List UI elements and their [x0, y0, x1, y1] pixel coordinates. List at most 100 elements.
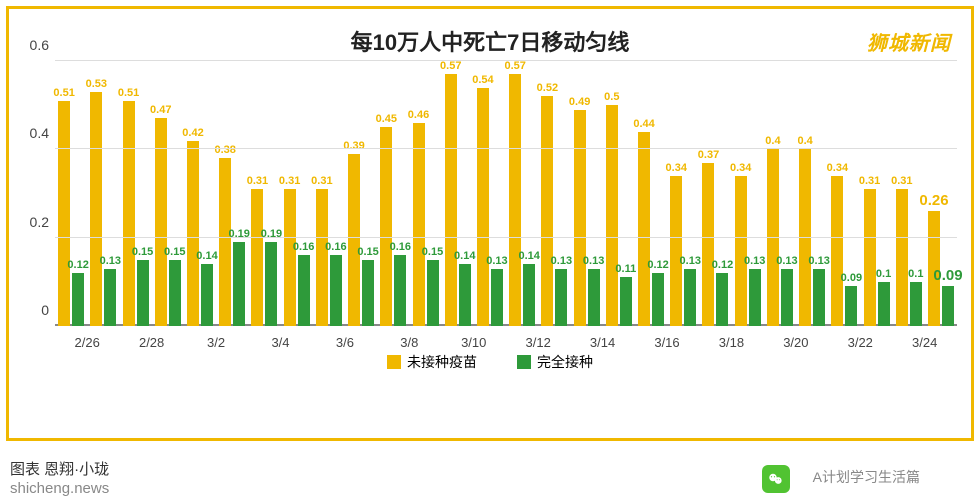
- bar-value-label: 0.51: [118, 87, 139, 99]
- bar-value-label: 0.16: [325, 241, 346, 253]
- x-tick-label: 3/14: [570, 335, 634, 350]
- bar-group: 0.340.09: [828, 61, 860, 326]
- x-tick-label: 3/16: [635, 335, 699, 350]
- bar-unvaccinated: 0.31: [316, 189, 328, 326]
- bar-value-label: 0.19: [261, 228, 282, 240]
- x-axis-labels: 2/262/283/23/43/63/83/103/123/143/163/18…: [55, 335, 957, 350]
- bar-vaccinated: 0.16: [298, 255, 310, 326]
- x-tick-label: 2/26: [55, 335, 119, 350]
- bar-unvaccinated: 0.47: [155, 118, 167, 326]
- bar-value-label: 0.31: [311, 175, 332, 187]
- legend-swatch-unvaccinated: [387, 355, 401, 369]
- bar-group: 0.390.15: [345, 61, 377, 326]
- watermark-top: 狮城新闻: [867, 27, 951, 56]
- bar-value-label: 0.44: [633, 118, 654, 130]
- bar-vaccinated: 0.14: [523, 264, 535, 326]
- bar-value-label: 0.12: [67, 259, 88, 271]
- bar-unvaccinated: 0.52: [541, 96, 553, 326]
- bar-unvaccinated: 0.39: [348, 154, 360, 326]
- bar-group: 0.40.13: [796, 61, 828, 326]
- bar-unvaccinated: 0.31: [251, 189, 263, 326]
- bar-vaccinated: 0.11: [620, 277, 632, 326]
- bar-unvaccinated: 0.4: [799, 149, 811, 326]
- bar-value-label: 0.13: [551, 255, 572, 267]
- x-tick-label: 3/12: [506, 335, 570, 350]
- watermark-right: A计划学习生活篇: [813, 467, 920, 487]
- bar-vaccinated: 0.13: [684, 269, 696, 326]
- bar-vaccinated: 0.12: [652, 273, 664, 326]
- bar-group: 0.510.15: [119, 61, 151, 326]
- grid-line: [55, 60, 957, 61]
- bar-value-label: 0.11: [615, 263, 636, 275]
- bar-group: 0.540.13: [474, 61, 506, 326]
- bar-value-label: 0.5: [604, 91, 619, 103]
- bar-group: 0.50.11: [603, 61, 635, 326]
- bar-value-label: 0.19: [228, 228, 249, 240]
- bar-unvaccinated: 0.57: [509, 74, 521, 326]
- bar-value-label: 0.26: [919, 192, 948, 209]
- bar-unvaccinated: 0.5: [606, 105, 618, 326]
- bar-group: 0.310.1: [860, 61, 892, 326]
- x-tick-label: 2/28: [119, 335, 183, 350]
- bar-value-label: 0.31: [891, 175, 912, 187]
- legend-label-unvaccinated: 未接种疫苗: [407, 352, 477, 372]
- bar-unvaccinated: 0.31: [896, 189, 908, 326]
- bar-group: 0.310.16: [281, 61, 313, 326]
- bar-value-label: 0.09: [841, 272, 862, 284]
- bar-group: 0.260.09: [925, 61, 957, 326]
- y-tick-label: 0.2: [30, 214, 49, 230]
- bar-group: 0.420.14: [184, 61, 216, 326]
- bar-group: 0.37 0.12: [699, 61, 731, 326]
- bar-group: 0.450.16: [377, 61, 409, 326]
- bar-vaccinated: 0.19: [265, 242, 277, 326]
- plot-area: 0.510.120.530.130.510.150.470.150.420.14…: [55, 61, 957, 326]
- y-tick-label: 0.4: [30, 125, 49, 141]
- bar-unvaccinated: 0.46: [413, 123, 425, 326]
- bar-vaccinated: 0.13: [781, 269, 793, 326]
- bar-value-label: 0.57: [504, 60, 525, 72]
- x-tick-label: 3/22: [828, 335, 892, 350]
- bar-value-label: 0.37: [698, 149, 719, 161]
- bar-group: 0.57 0.14: [442, 61, 474, 326]
- bar-unvaccinated: 0.31: [864, 189, 876, 326]
- watermark-site: shicheng.news: [10, 480, 109, 497]
- bar-vaccinated: 0.13: [749, 269, 761, 326]
- bar-value-label: 0.57: [440, 60, 461, 72]
- bar-vaccinated: 0.13: [491, 269, 503, 326]
- bar-vaccinated: 0.15: [427, 260, 439, 326]
- bar-unvaccinated: 0.34: [831, 176, 843, 326]
- grid-line: [55, 237, 957, 238]
- x-tick-label: 3/10: [442, 335, 506, 350]
- bar-value-label: 0.1: [876, 268, 891, 280]
- chart-container: 每10万人中死亡7日移动匀线 狮城新闻 0.510.120.530.130.51…: [0, 0, 980, 501]
- y-tick-label: 0: [41, 302, 49, 318]
- bar-unvaccinated: 0.44: [638, 132, 650, 326]
- bar-value-label: 0.45: [376, 113, 397, 125]
- bar-value-label: 0.42: [182, 127, 203, 139]
- bar-unvaccinated: 0.45: [380, 127, 392, 326]
- bar-value-label: 0.31: [859, 175, 880, 187]
- y-tick-label: 0.6: [30, 37, 49, 53]
- bar-value-label: 0.13: [583, 255, 604, 267]
- bar-unvaccinated: 0.54: [477, 88, 489, 327]
- bar-group: 0.570.14: [506, 61, 538, 326]
- bar-group: 0.530.13: [87, 61, 119, 326]
- bar-unvaccinated: 0.31: [284, 189, 296, 326]
- bar-group: 0.510.12: [55, 61, 87, 326]
- bar-value-label: 0.46: [408, 109, 429, 121]
- bar-vaccinated: 0.1: [878, 282, 890, 326]
- x-tick-label: 3/6: [313, 335, 377, 350]
- bar-unvaccinated: 0.4: [767, 149, 779, 326]
- bar-value-label: 0.1: [908, 268, 923, 280]
- bar-value-label: 0.49: [569, 96, 590, 108]
- x-tick-label: 3/20: [764, 335, 828, 350]
- bar-value-label: 0.13: [680, 255, 701, 267]
- bar-vaccinated: 0.14: [459, 264, 471, 326]
- bar-group: 0.460.15: [409, 61, 441, 326]
- bar-vaccinated: 0.12: [716, 273, 728, 326]
- bar-unvaccinated: 0.49: [574, 110, 586, 326]
- bar-value-label: 0.31: [279, 175, 300, 187]
- bar-value-label: 0.34: [666, 162, 687, 174]
- x-tick-label: 3/2: [184, 335, 248, 350]
- bar-value-label: 0.13: [100, 255, 121, 267]
